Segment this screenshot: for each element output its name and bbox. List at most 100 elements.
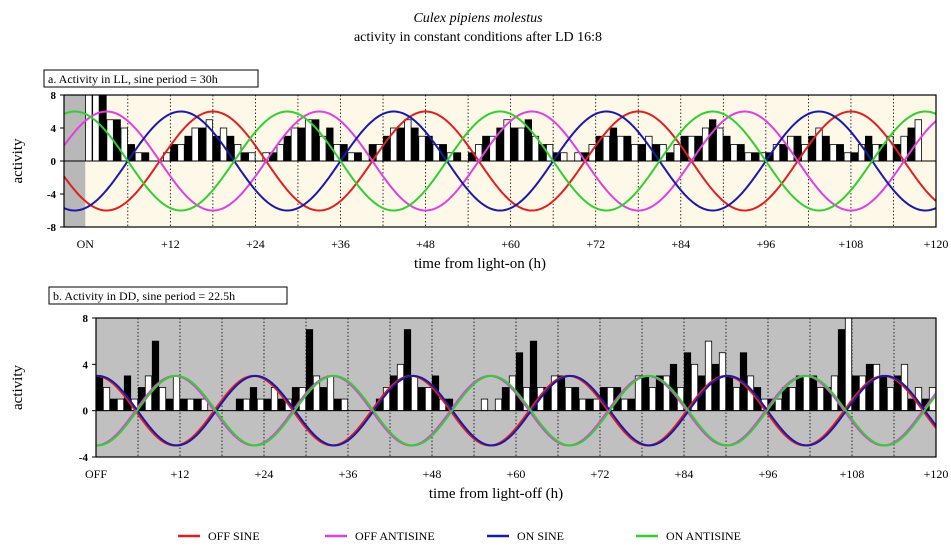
activity-bar xyxy=(822,135,830,162)
activity-bar xyxy=(843,152,852,162)
legend: OFF SINE OFF ANTISINE ON SINE ON ANTISINE xyxy=(178,529,741,543)
chart-title: Culex pipiens molestus xyxy=(413,11,543,26)
activity-bar xyxy=(560,152,568,162)
activity-bar xyxy=(304,119,313,162)
x-tick-label: +60 xyxy=(507,467,526,481)
legend-item: ON ANTISINE xyxy=(636,529,741,543)
activity-bar xyxy=(179,398,188,412)
activity-bar xyxy=(592,398,601,412)
x-tick-label: +96 xyxy=(759,467,778,481)
activity-bar xyxy=(158,387,167,412)
panel-b: b. Activity in DD, sine period = 22.5h 8 4… xyxy=(10,286,949,502)
activity-bar xyxy=(730,144,738,162)
activity-bar xyxy=(704,340,713,412)
y-tick-label: 0 xyxy=(83,406,89,418)
activity-bar xyxy=(326,375,335,412)
x-tick-label: +36 xyxy=(339,467,358,481)
legend-label: OFF ANTISINE xyxy=(355,529,435,543)
x-tick-label: OFF xyxy=(85,467,107,481)
activity-bar xyxy=(850,152,859,162)
activity-bar xyxy=(907,127,915,162)
activity-bar xyxy=(648,387,657,412)
activity-bar xyxy=(737,144,745,162)
legend-item: OFF ANTISINE xyxy=(325,529,435,543)
panel-label: a. Activity in LL, sine period = 30h xyxy=(43,69,259,88)
activity-bar xyxy=(886,387,895,412)
x-tick-label: +108 xyxy=(839,237,864,251)
activity-bar xyxy=(725,375,734,412)
x-tick-label: +72 xyxy=(591,467,610,481)
x-tick-label: +48 xyxy=(416,237,435,251)
y-tick-label: -4 xyxy=(47,189,57,201)
activity-bar xyxy=(718,352,727,412)
activity-bar xyxy=(417,387,426,412)
activity-bar xyxy=(711,363,720,412)
activity-bar xyxy=(751,152,759,162)
activity-bar xyxy=(879,375,888,412)
activity-bar xyxy=(134,152,143,162)
activity-bar xyxy=(616,135,625,162)
activity-bar xyxy=(333,398,342,412)
plot-frame xyxy=(95,317,937,458)
activity-bar xyxy=(836,144,844,162)
activity-bar xyxy=(494,398,503,412)
x-tick-label: +60 xyxy=(501,237,520,251)
x-axis-label: time from light-on (h) xyxy=(414,256,546,272)
activity-bar xyxy=(198,127,206,162)
activity-bar xyxy=(397,127,405,162)
panel-label-text: b. Activity in DD, sine period = 22.5h xyxy=(53,289,235,303)
x-tick-label: +72 xyxy=(586,237,605,251)
x-tick-label: +36 xyxy=(331,237,350,251)
activity-bar xyxy=(585,398,594,412)
activity-bar xyxy=(102,387,111,412)
activity-bar xyxy=(623,135,632,162)
activity-bar xyxy=(578,398,587,412)
activity-bar xyxy=(609,127,618,162)
activity-bar xyxy=(193,398,202,412)
sine-curve xyxy=(63,110,937,212)
activity-bar xyxy=(241,152,249,162)
activity-bar xyxy=(172,375,181,412)
x-tick-label: +48 xyxy=(423,467,442,481)
x-tick-label: +120 xyxy=(924,467,949,481)
activity-bar xyxy=(809,375,818,412)
x-tick-label: +84 xyxy=(675,467,694,481)
activity-bar xyxy=(404,119,412,162)
activity-bar xyxy=(403,329,412,412)
activity-bar xyxy=(347,152,355,162)
chart-subtitle: activity in constant conditions after LD… xyxy=(354,30,602,45)
activity-bar xyxy=(305,329,314,412)
activity-bar xyxy=(95,375,104,412)
activity-bar xyxy=(620,398,629,412)
x-tick-label: +24 xyxy=(255,467,274,481)
legend-item: OFF SINE xyxy=(178,529,260,543)
activity-bar xyxy=(732,387,741,412)
activity-bar xyxy=(177,144,185,162)
activity-bar xyxy=(248,152,256,162)
sine-curve xyxy=(63,110,937,212)
activity-bar xyxy=(564,387,573,412)
activity-bar xyxy=(276,144,284,162)
legend-item: ON SINE xyxy=(487,529,564,543)
activity-bar xyxy=(113,119,121,162)
activity-bar xyxy=(165,398,174,412)
activity-bar xyxy=(872,363,881,412)
x-tick-label: +96 xyxy=(756,237,775,251)
activity-bar xyxy=(418,135,426,162)
activity-bar xyxy=(865,363,874,412)
activity-bar xyxy=(837,329,846,412)
activity-bar xyxy=(638,144,646,162)
panel-a: a. Activity in LL, sine period = 30h 8 4 0 -… xyxy=(10,69,949,272)
activity-bar xyxy=(673,144,681,162)
activity-bar xyxy=(844,317,853,412)
x-axis-label: time from light-off (h) xyxy=(429,486,563,502)
activity-bar xyxy=(297,127,306,162)
activity-bar xyxy=(256,398,265,412)
x-tick-label: +108 xyxy=(840,467,865,481)
y-tick-label: 8 xyxy=(51,90,57,102)
legend-label: OFF SINE xyxy=(208,529,260,543)
x-tick-label: +120 xyxy=(924,237,949,251)
sine-curve xyxy=(63,110,937,212)
activity-bar xyxy=(571,387,580,412)
